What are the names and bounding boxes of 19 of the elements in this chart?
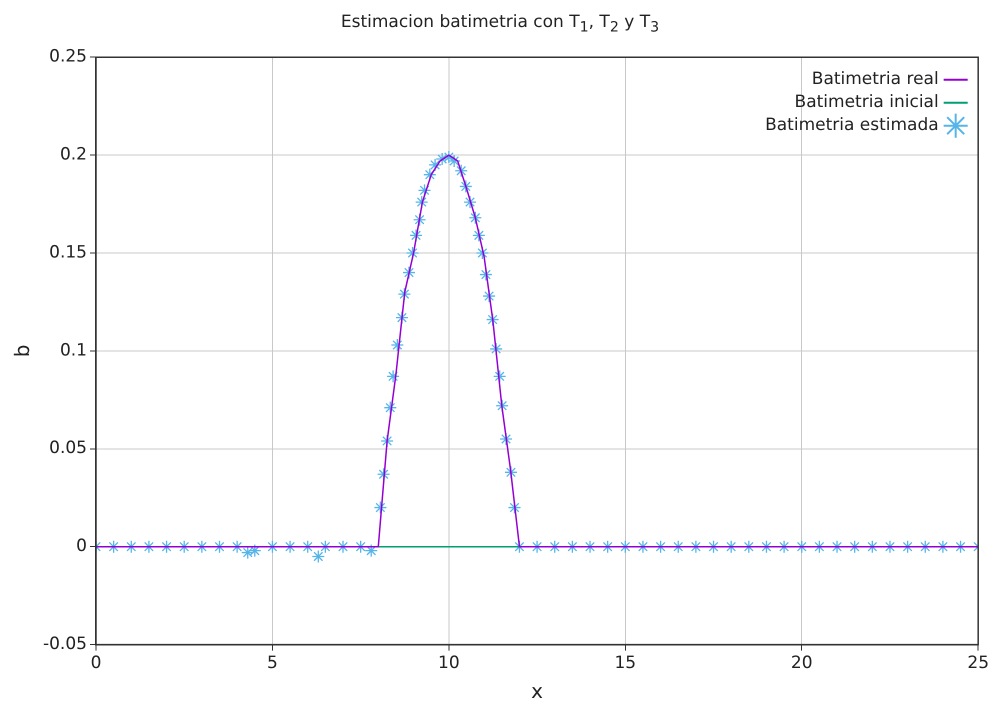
x-tick-label: 15 [614, 653, 636, 674]
x-axis-title: x [531, 679, 544, 704]
legend-label: Batimetria real [812, 69, 939, 90]
y-tick-label: 0.1 [60, 340, 87, 360]
y-tick-label: 0.05 [49, 438, 87, 458]
y-tick-label: 0 [76, 536, 87, 556]
y-tick-label: 0.2 [60, 144, 87, 165]
y-tick-label: 0.15 [49, 242, 87, 262]
x-tick-label: 20 [790, 653, 813, 674]
x-tick-label: 5 [267, 653, 278, 674]
x-tick-label: 25 [967, 653, 990, 674]
x-tick-label: 0 [90, 653, 102, 674]
chart-title: Estimacion batimetria con T$_{1}$, T$_{2}$ y T$_{3}$ [340, 11, 660, 38]
x-tick-label: 10 [438, 653, 460, 674]
y-tick-label: -0.05 [42, 634, 87, 654]
y-tick-label: 0.25 [49, 46, 87, 67]
y-axis-title: b [10, 344, 34, 358]
legend-label: Batimetria inicial [794, 92, 939, 112]
legend-label: Batimetria estimada [765, 115, 939, 136]
